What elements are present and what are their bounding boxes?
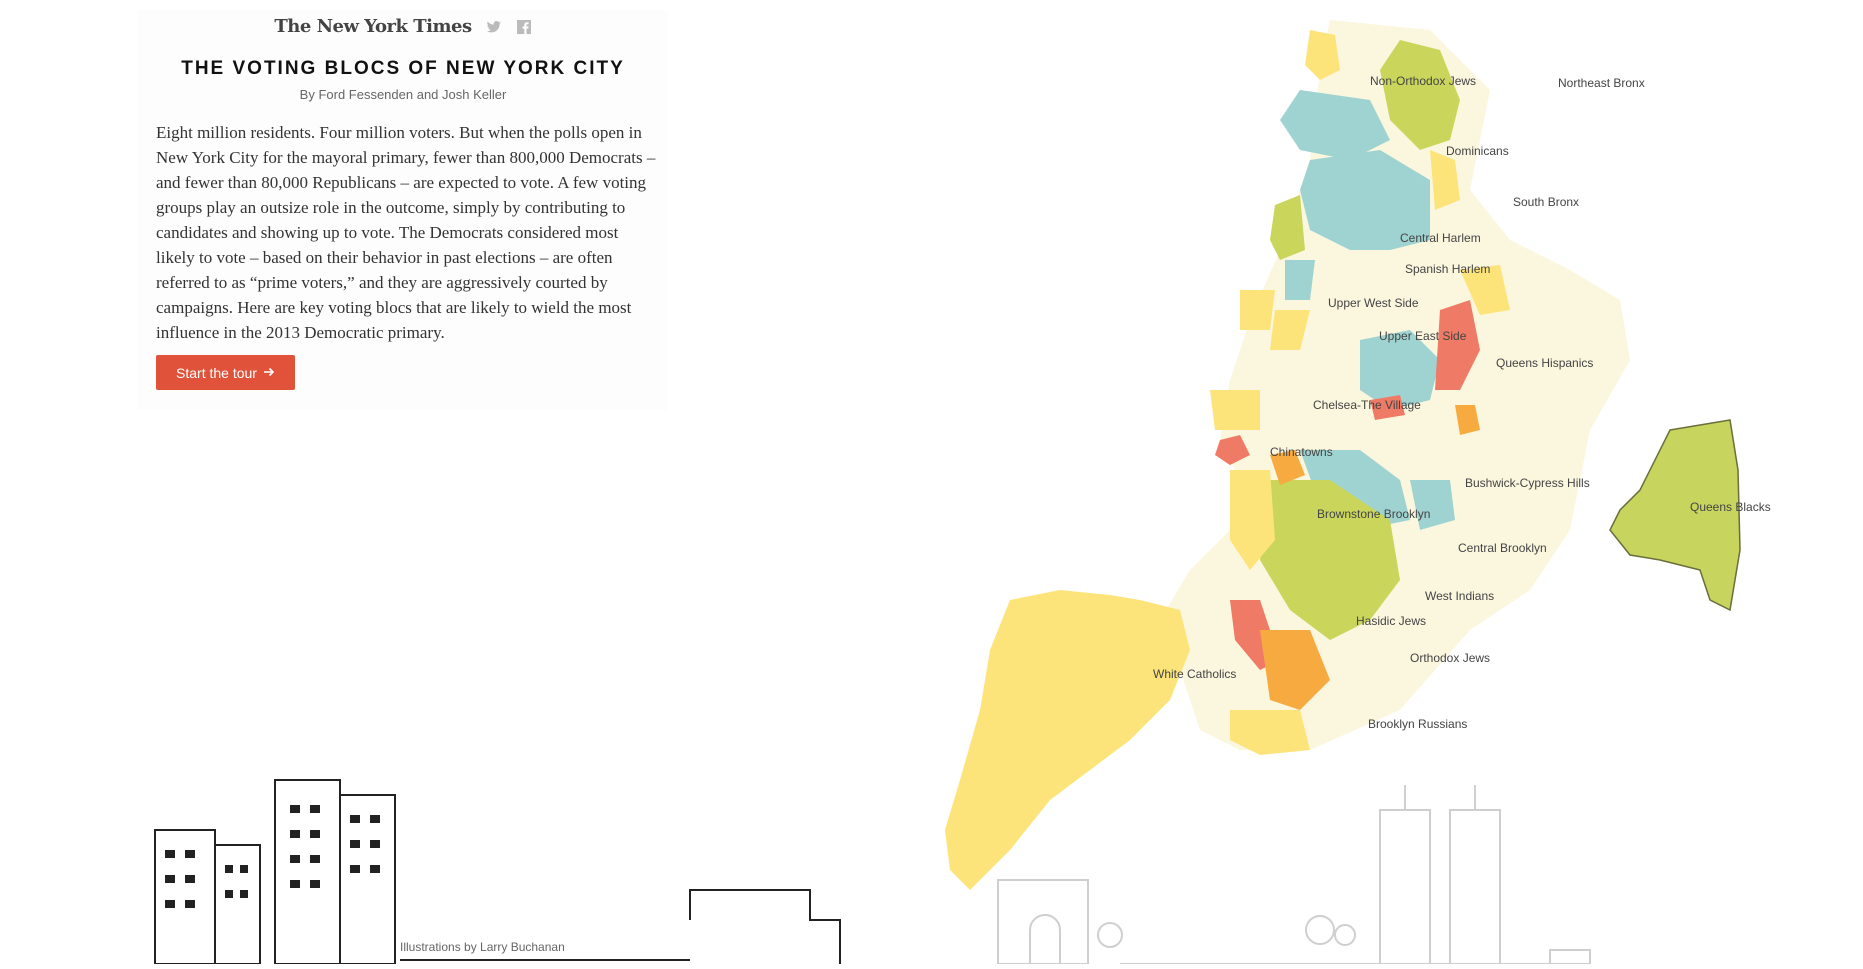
map-label-brooklyn-russians: Brooklyn Russians [1368, 717, 1468, 731]
map-region-central-harlem [1270, 195, 1305, 260]
map-region-northeast-bronx [1380, 40, 1460, 150]
illustration-buildings-right [990, 770, 1863, 969]
voting-blocs-map: Non-Orthodox Jews Northeast Bronx Domini… [930, 10, 1840, 890]
map-label-chinatowns: Chinatowns [1270, 445, 1333, 459]
map-label-brownstone-brooklyn: Brownstone Brooklyn [1317, 507, 1431, 521]
map-label-northeast-bronx: Northeast Bronx [1558, 76, 1645, 90]
map-region-orthodox-jews [1260, 630, 1330, 710]
page-title: THE VOTING BLOCS OF NEW YORK CITY [181, 58, 625, 79]
map-region-brownstone-brooklyn [1230, 470, 1275, 570]
nyt-logo[interactable]: The New York Times [274, 16, 472, 37]
map-label-bushwick: Bushwick-Cypress Hills [1465, 476, 1590, 490]
map-label-central-brooklyn: Central Brooklyn [1458, 541, 1547, 555]
map-label-spanish-harlem: Spanish Harlem [1405, 262, 1491, 276]
map-label-south-bronx: South Bronx [1513, 195, 1580, 209]
map-region-queens-red-small [1370, 395, 1405, 420]
twitter-icon[interactable] [486, 19, 502, 35]
map-region-spanish-harlem [1285, 260, 1315, 300]
map-region-chinatowns [1215, 435, 1250, 465]
map-label-west-indians: West Indians [1425, 589, 1495, 603]
intro-panel: The New York Times THE VOTING BLOCS OF N… [138, 10, 668, 410]
map-label-non-orthodox-jews: Non-Orthodox Jews [1370, 74, 1477, 88]
map-region-queens-red [1435, 300, 1480, 390]
map-region-queens-hispanics [1360, 330, 1440, 410]
map-region-queens-yellow [1460, 265, 1510, 315]
map-region-bronx-yellow [1430, 150, 1460, 210]
map-label-hasidic-jews: Hasidic Jews [1356, 614, 1427, 628]
map-region-upper-east-side [1270, 310, 1310, 350]
map-region-upper-west-side [1240, 290, 1275, 330]
map-region-brooklyn-orange [1270, 450, 1305, 485]
masthead: The New York Times [138, 16, 668, 37]
map-region-bushwick-east [1410, 480, 1455, 530]
byline: By Ford Fessenden and Josh Keller [299, 87, 507, 102]
map-region-queens-blacks [1609, 419, 1741, 612]
map-label-white-catholics: White Catholics [1153, 667, 1237, 681]
intro-text: Eight million residents. Four million vo… [156, 123, 656, 342]
map-label-upper-west-side: Upper West Side [1328, 296, 1419, 310]
map-region-bushwick [1300, 450, 1410, 530]
map-land-staten-island [945, 590, 1190, 890]
arrow-right-icon [263, 365, 275, 381]
map-region-brooklyn-russians [1230, 710, 1310, 755]
map-label-orthodox-jews: Orthodox Jews [1410, 651, 1491, 665]
map-label-queens-hispanics: Queens Hispanics [1496, 356, 1594, 370]
map-label-upper-east-side: Upper East Side [1379, 329, 1467, 343]
map-label-central-harlem: Central Harlem [1400, 231, 1481, 245]
map-label-chelsea-village: Chelsea-The Village [1313, 398, 1421, 412]
start-tour-label: Start the tour [176, 364, 257, 381]
facebook-icon[interactable] [516, 19, 532, 35]
map-label-dominicans: Dominicans [1446, 144, 1509, 158]
map-region-south-bronx [1300, 150, 1430, 250]
map-region-dominicans [1280, 90, 1390, 160]
map-region-non-orthodox-jews [1305, 30, 1340, 80]
map-region-central-brooklyn [1260, 480, 1400, 640]
map-shapes [945, 20, 1741, 890]
map-region-white-catholics [1030, 605, 1120, 680]
start-tour-button[interactable]: Start the tour [156, 355, 295, 390]
map-region-queens-orange [1455, 405, 1480, 435]
map-region-chelsea-village [1210, 390, 1260, 430]
map-label-queens-blacks: Queens Blacks [1690, 500, 1771, 514]
illustration-credit: Illustrations by Larry Buchanan [400, 940, 565, 954]
